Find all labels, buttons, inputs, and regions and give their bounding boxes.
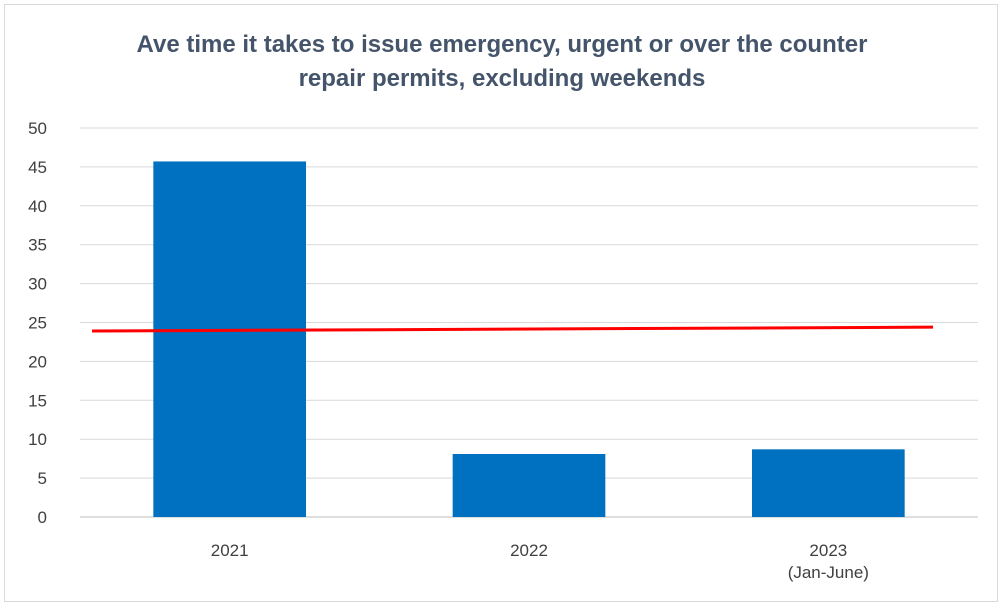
y-tick-label: 50	[28, 119, 47, 138]
chart-title-line-2: repair permits, excluding weekends	[298, 65, 706, 92]
y-tick-label: 10	[28, 430, 47, 449]
bar-2022	[452, 453, 606, 517]
x-tick-label: 2023	[809, 541, 847, 560]
bar-2023	[752, 449, 905, 517]
y-axis-labels: 0 5 10 15 20 25 30 35 40 45 50	[28, 119, 47, 527]
y-tick-label: 20	[28, 352, 47, 371]
y-tick-label: 40	[28, 197, 47, 216]
bars	[153, 161, 905, 518]
x-tick-label: 2022	[510, 541, 548, 560]
trendline-group	[91, 325, 934, 333]
y-tick-label: 45	[28, 158, 47, 177]
y-tick-label: 25	[28, 314, 47, 333]
y-tick-label: 0	[38, 508, 47, 527]
y-tick-label: 5	[38, 469, 47, 488]
x-axis-labels: 2021 2022 2023 (Jan-June)	[211, 541, 869, 582]
chart-title-line-1: Ave time it takes to issue emergency, ur…	[136, 31, 868, 58]
bar-2021	[153, 161, 306, 518]
y-tick-label: 30	[28, 275, 47, 294]
trendline	[91, 325, 934, 333]
x-tick-label: (Jan-June)	[788, 563, 869, 582]
x-tick-label: 2021	[211, 541, 249, 560]
y-tick-label: 15	[28, 391, 47, 410]
chart-title: Ave time it takes to issue emergency, ur…	[0, 28, 1004, 96]
y-tick-label: 35	[28, 236, 47, 255]
